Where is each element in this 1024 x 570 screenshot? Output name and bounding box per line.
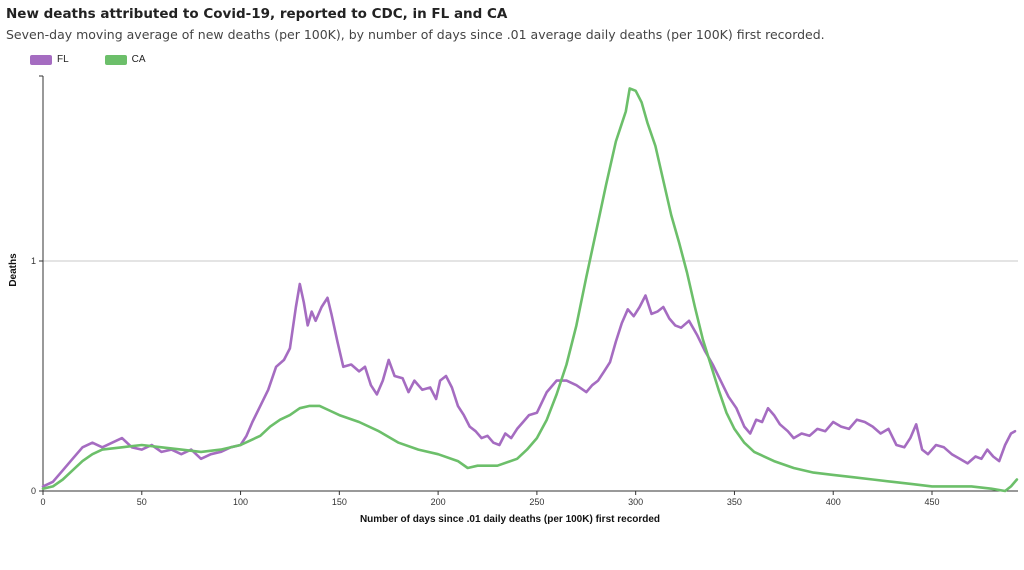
x-tick-label: 200 [431, 497, 446, 507]
series-line-ca[interactable] [41, 87, 1019, 493]
x-tick-label: 150 [332, 497, 347, 507]
series-lines [41, 87, 1019, 493]
legend-label-ca: CA [131, 54, 146, 65]
axes: 0 1 0 50 100 150 200 250 300 350 400 450 [31, 75, 1018, 507]
y-tick-label: 0 [31, 486, 36, 496]
chart-subtitle: Seven-day moving average of new deaths (… [6, 27, 825, 42]
legend-swatch-fl [30, 54, 52, 65]
x-tick-label: 400 [826, 497, 841, 507]
legend-label-fl: FL [57, 54, 69, 65]
legend-item-fl[interactable]: FL [30, 54, 69, 65]
legend-item-ca[interactable]: CA [104, 54, 146, 65]
x-tick-label: 450 [924, 497, 939, 507]
x-tick-label: 100 [233, 497, 248, 507]
x-tick-label: 50 [137, 497, 147, 507]
x-tick-label: 250 [529, 497, 544, 507]
legend: FL CA [30, 54, 146, 65]
y-axis-title: Deaths [8, 253, 19, 287]
x-tick-label: 300 [628, 497, 643, 507]
x-tick-label: 350 [727, 497, 742, 507]
series-line-fl[interactable] [41, 282, 1017, 488]
y-tick-label: 1 [31, 256, 36, 266]
legend-swatch-ca [104, 54, 127, 65]
chart-title: New deaths attributed to Covid-19, repor… [6, 6, 508, 22]
x-axis-title: Number of days since .01 daily deaths (p… [360, 514, 660, 525]
x-tick-label: 0 [40, 497, 45, 507]
